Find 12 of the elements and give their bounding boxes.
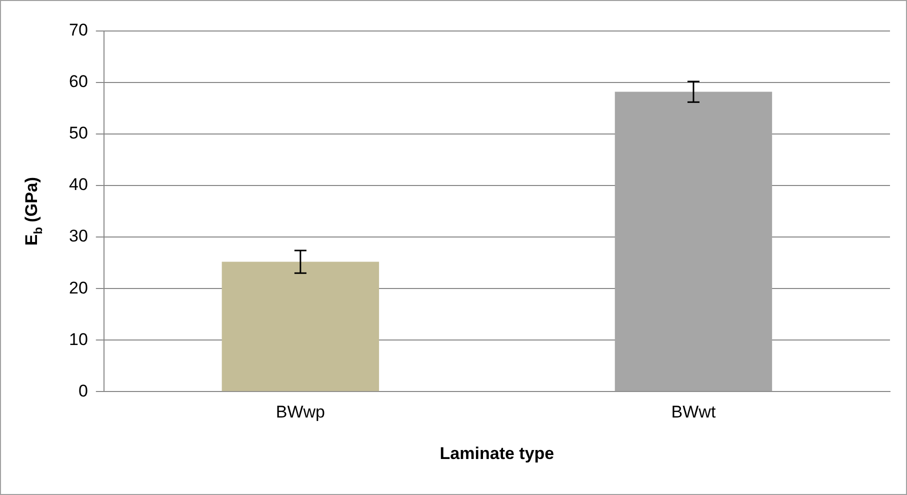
y-tick-label: 50 [68, 124, 88, 143]
y-tick-label: 30 [68, 226, 88, 246]
y-tick-label: 70 [68, 20, 88, 40]
y-tick-label: 0 [78, 381, 88, 400]
y-axis-title: Eb (GPa) [22, 176, 46, 246]
x-tick-label: BWwp [276, 402, 325, 422]
x-tick-label: BWwt [671, 402, 716, 422]
y-tick-label: 10 [68, 330, 88, 349]
x-axis-title: Laminate type [440, 444, 554, 463]
y-tick-label: 20 [68, 278, 88, 298]
y-tick-label: 40 [68, 175, 88, 194]
y-tick-label: 60 [68, 72, 88, 92]
